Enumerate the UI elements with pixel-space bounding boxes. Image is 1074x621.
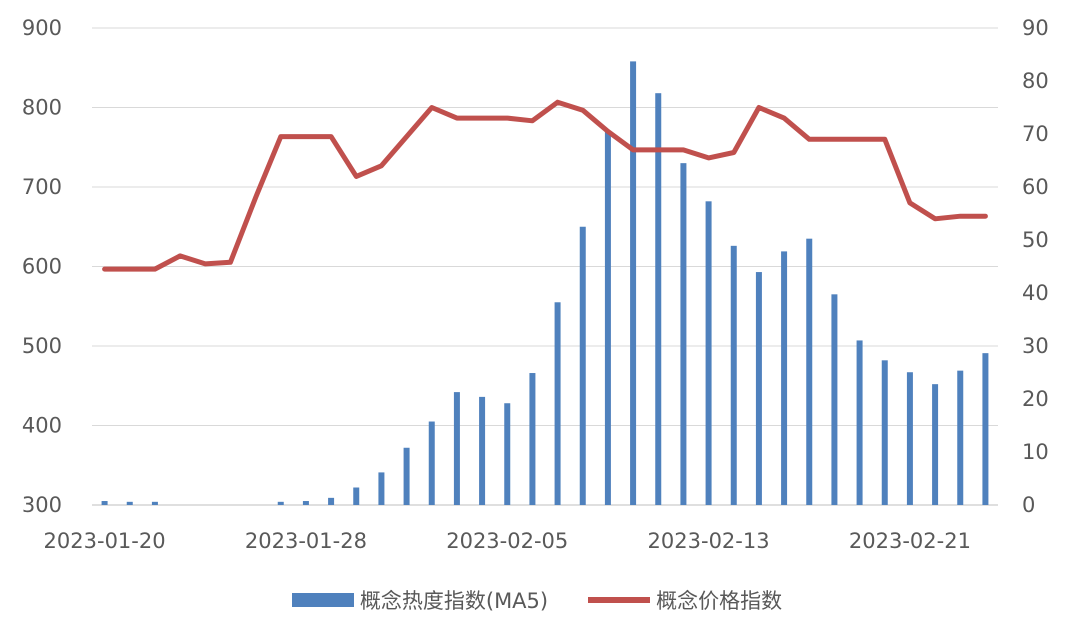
bar [680,163,687,505]
x-tick-label: 2023-02-13 [648,529,770,553]
right-tick-label: 90 [1022,16,1049,40]
right-tick-label: 10 [1022,440,1049,464]
x-axis-ticks: 2023-01-20 2023-01-28 2023-02-05 2023-02-13… [44,529,971,553]
x-tick-label: 2023-02-21 [849,529,971,553]
left-tick-label: 900 [22,16,62,40]
bar [378,472,385,505]
gridlines [92,27,998,506]
bar [881,360,888,505]
bar [932,384,939,505]
bar [781,251,788,505]
legend: 概念热度指数(MA5) 概念价格指数 [0,582,1074,618]
left-tick-label: 600 [22,255,62,279]
left-tick-label: 700 [22,175,62,199]
right-tick-label: 0 [1022,493,1035,517]
bar [856,340,863,505]
x-tick-label: 2023-01-28 [245,529,367,553]
bar [529,373,536,505]
chart: 900 800 700 600 500 400 300 90 80 70 60 50 40 30 20 10… [22,16,1049,553]
bar [403,447,410,505]
legend-swatch-line [588,597,651,603]
bar [730,245,737,505]
legend-label-heat: 概念热度指数(MA5) [359,589,549,613]
bar [428,421,435,505]
bar [831,294,838,505]
left-tick-label: 500 [22,334,62,358]
left-tick-label: 400 [22,414,62,438]
bar [630,61,637,505]
price-line [102,99,988,272]
right-tick-label: 20 [1022,387,1049,411]
legend-swatch-bar [291,593,354,607]
bar [302,501,309,505]
right-tick-label: 80 [1022,69,1049,93]
legend-item-heat: 概念热度指数(MA5) [291,585,549,615]
bar [755,272,762,505]
legend-item-price: 概念价格指数 [588,585,782,615]
bar [101,501,108,505]
right-axis-ticks: 90 80 70 60 50 40 30 20 10 0 [1022,16,1049,517]
bar-series [101,61,989,506]
bar [328,497,335,505]
bar [982,353,989,505]
left-tick-label: 800 [22,96,62,120]
line-series [102,99,988,272]
right-tick-label: 30 [1022,334,1049,358]
bar [453,392,460,505]
bar [479,396,486,505]
bar [151,501,158,505]
x-tick-label: 2023-01-20 [44,529,166,553]
bar [705,201,712,505]
left-axis-ticks: 900 800 700 600 500 400 300 [22,16,62,517]
bar [957,370,964,505]
right-tick-label: 70 [1022,122,1049,146]
bar [579,226,586,505]
legend-label-price: 概念价格指数 [656,589,783,613]
bar [126,501,133,505]
bar [806,238,813,506]
bar [277,501,284,505]
bar [906,372,913,505]
right-tick-label: 40 [1022,281,1049,305]
bar [604,131,611,505]
left-tick-label: 300 [22,493,62,517]
bar [504,403,511,505]
right-tick-label: 60 [1022,175,1049,199]
bar [655,93,662,505]
right-tick-label: 50 [1022,228,1049,252]
bar [353,487,360,505]
bar [554,302,561,505]
x-tick-label: 2023-02-05 [446,529,568,553]
